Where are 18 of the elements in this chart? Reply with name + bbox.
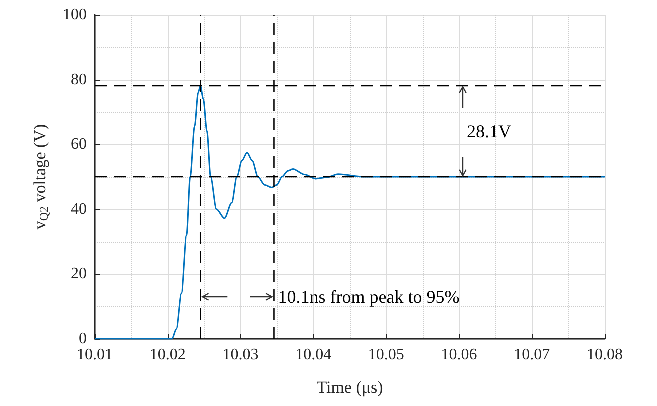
y-axis-title: vQ2 voltage (V) xyxy=(30,124,51,230)
annotation: 10.1ns from peak to 95% xyxy=(278,287,460,307)
x-tick-label: 10.05 xyxy=(368,346,404,364)
x-tick-label: 10.07 xyxy=(514,346,550,364)
x-tick-label: 10.01 xyxy=(77,346,113,364)
x-tick-label: 10.06 xyxy=(441,346,478,364)
y-tick-label: 20 xyxy=(71,266,87,283)
x-axis-title: Time (μs) xyxy=(316,378,384,397)
y-tick-label: 40 xyxy=(71,200,87,218)
y-tick-label: 80 xyxy=(71,71,87,88)
x-tick-label: 10.04 xyxy=(296,346,332,364)
annotation: 28.1V xyxy=(467,121,512,142)
y-tick-label: 60 xyxy=(71,136,87,154)
x-tick-label: 10.08 xyxy=(587,346,623,364)
y-tick-label: 100 xyxy=(63,6,87,24)
y-tick-label: 0 xyxy=(79,330,87,348)
x-tick-label: 10.02 xyxy=(150,346,186,364)
x-tick-label: 10.03 xyxy=(222,346,259,364)
